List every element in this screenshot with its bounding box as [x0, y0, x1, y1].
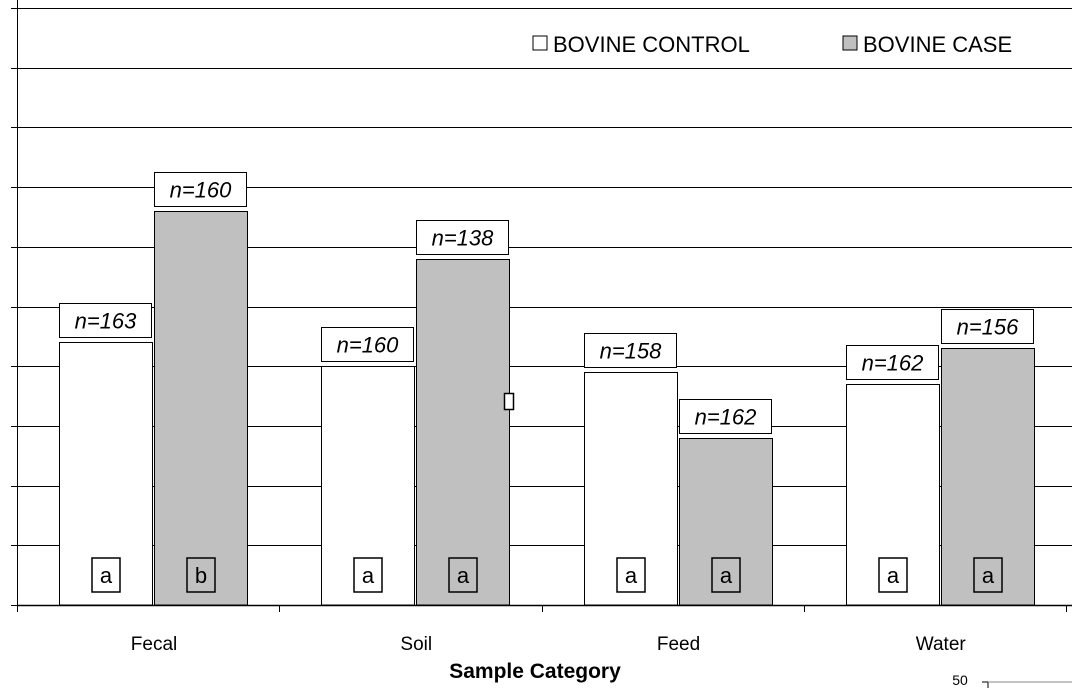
x-tick-label: Feed	[657, 634, 700, 655]
x-tick-label: Fecal	[131, 634, 177, 655]
bar	[416, 259, 510, 606]
significance-letter-box	[616, 557, 646, 593]
n-label-box	[154, 172, 247, 207]
x-tick-label: Soil	[400, 634, 432, 655]
n-label: n=162	[862, 351, 924, 376]
n-label: n=160	[170, 178, 233, 203]
significance-letter-box	[91, 557, 121, 593]
bar-annotations: n=163 a n=160 b n=160 a n=138 a n=158 a n=162 a n=16…	[59, 172, 1034, 593]
n-label-box	[679, 399, 772, 434]
significance-letter-box	[973, 557, 1003, 593]
n-label-box	[59, 303, 152, 338]
significance-letter: a	[100, 563, 113, 588]
n-label: n=162	[695, 405, 757, 430]
n-label: n=158	[600, 339, 663, 364]
n-label-box	[941, 309, 1034, 344]
significance-letter-box	[448, 557, 478, 593]
n-label: n=160	[337, 333, 400, 358]
corner-fragment-label: 50	[952, 672, 968, 688]
significance-letter-box	[878, 557, 908, 593]
legend-swatch	[532, 35, 548, 51]
stray-marker	[503, 392, 515, 411]
n-label-box	[584, 333, 677, 368]
significance-letter-box	[353, 557, 383, 593]
n-label-box	[321, 327, 414, 362]
axes	[11, 0, 1072, 612]
significance-letter-box	[711, 557, 741, 593]
legend: BOVINE CONTROL BOVINE CASE	[532, 32, 1012, 57]
x-axis-title: Sample Category	[449, 660, 621, 683]
n-label: n=163	[75, 309, 138, 334]
legend-label: BOVINE CONTROL	[553, 32, 750, 57]
significance-letter: a	[362, 563, 375, 588]
x-tick-label: Water	[916, 634, 967, 655]
n-label-box	[846, 345, 939, 380]
significance-letter: a	[982, 563, 995, 588]
n-label: n=138	[432, 226, 495, 251]
significance-letter: b	[195, 563, 207, 588]
n-label-box	[416, 220, 509, 255]
corner-fragment: 50	[952, 672, 1072, 688]
legend-swatch	[842, 35, 858, 51]
bar	[154, 211, 248, 606]
significance-letter: a	[887, 563, 900, 588]
significance-letter: a	[720, 563, 733, 588]
significance-letter: a	[625, 563, 638, 588]
significance-letter-box	[186, 557, 216, 593]
significance-letter: a	[457, 563, 470, 588]
x-tick-labels: Fecal Soil Feed Water	[131, 634, 967, 655]
legend-label: BOVINE CASE	[863, 32, 1012, 57]
n-label: n=156	[957, 315, 1020, 340]
